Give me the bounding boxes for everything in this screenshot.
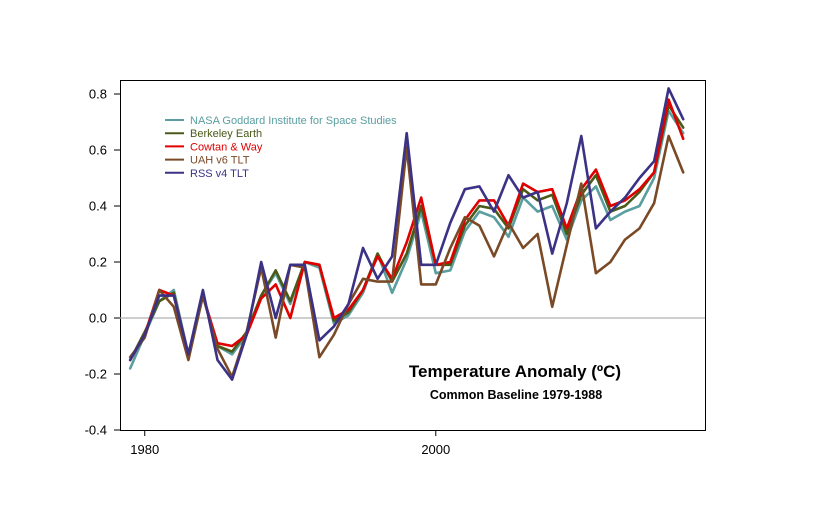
chart-subtitle: Common Baseline 1979-1988 [430,388,602,402]
x-tick-label: 2000 [421,442,450,457]
series-line-4 [128,134,685,379]
y-tick-label: -0.4 [85,423,107,438]
legend-label: UAH v6 TLT [190,155,250,167]
y-tick-label: 0.0 [89,311,107,326]
legend-label: Berkeley Earth [190,128,262,140]
y-tick-label: -0.2 [85,367,107,382]
plot-frame [120,80,706,431]
series-line-2 [128,103,685,362]
y-tick-label: 0.4 [89,199,107,214]
y-tick-label: 0.2 [89,255,107,270]
legend-label: RSS v4 TLT [190,168,249,180]
legend-label: NASA Goddard Institute for Space Studies [190,115,397,127]
chart-title: Temperature Anomaly (ºC) [409,362,621,381]
y-tick-label: 0.8 [89,87,107,102]
legend-label: Cowtan & Way [190,141,263,153]
y-tick-label: 0.6 [89,143,107,158]
series-line-3 [128,98,685,362]
series-line-5 [128,87,685,381]
x-tick-label: 1980 [130,442,159,457]
